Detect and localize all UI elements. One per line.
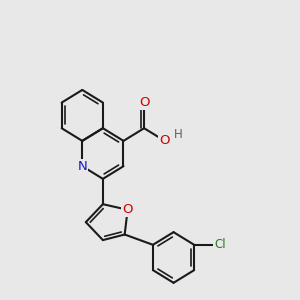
Text: Cl: Cl: [214, 238, 226, 251]
Text: O: O: [160, 134, 170, 147]
Text: N: N: [77, 160, 87, 173]
Text: H: H: [174, 128, 182, 142]
Text: O: O: [139, 96, 149, 109]
Text: O: O: [122, 203, 133, 216]
